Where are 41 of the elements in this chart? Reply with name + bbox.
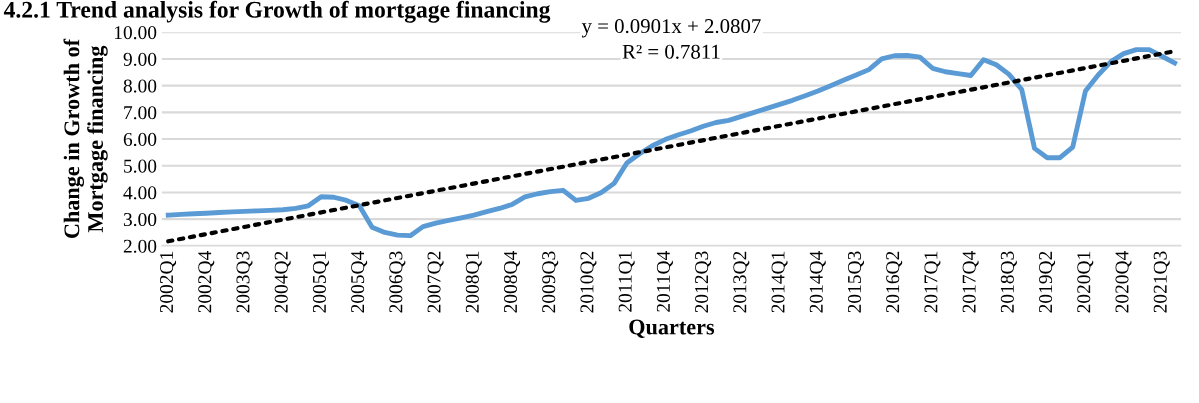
x-tick-label: 2002Q4: [198, 251, 215, 313]
y-tick-label: 3.00: [123, 212, 157, 227]
y-tick-label: 6.00: [123, 132, 157, 147]
x-tick-label: 2006Q3: [389, 251, 406, 313]
x-tick-label: 2010Q2: [580, 251, 597, 313]
y-tick-label: 2.00: [123, 239, 157, 253]
x-tick-label: 2020Q4: [1115, 251, 1132, 313]
x-tick-label: 2005Q1: [312, 251, 329, 313]
x-tick-label: 2011Q1: [618, 251, 635, 312]
x-tick-label: 2008Q1: [465, 251, 482, 313]
y-tick-label: 7.00: [124, 106, 157, 120]
x-tick-label: 2014Q1: [771, 251, 788, 313]
x-tick-label: 2002Q1: [159, 251, 177, 313]
y-tick-label: 8.00: [123, 79, 157, 93]
x-tick-label: 2021Q3: [1153, 251, 1170, 313]
x-tick-label: 2003Q3: [236, 251, 253, 313]
annotation: y = 0.0901x + 2.0807: [581, 19, 761, 38]
x-tick-label: 2016Q2: [886, 251, 903, 313]
x-tick-label: 2019Q2: [1039, 251, 1056, 313]
x-axis-title: Quarters: [629, 319, 715, 338]
x-tick-label: 2005Q4: [351, 251, 368, 313]
x-tick-label: 2018Q3: [1000, 251, 1017, 313]
x-tick-label: 2009Q3: [542, 251, 559, 313]
x-tick-label: 2013Q2: [733, 251, 750, 313]
x-tick-label: 2004Q2: [274, 251, 291, 313]
y-tick-label: 5.00: [124, 159, 157, 173]
y-axis-title: Change in Growth of Mortgage financing: [63, 38, 108, 239]
x-tick-label: 2012Q3: [695, 251, 712, 313]
chart-title: 4.2.1 Trend analysis for Growth of mortgage financing: [3, 0, 551, 23]
x-tick-label: 2007Q2: [427, 251, 444, 313]
y-tick-label: 4.00: [123, 186, 157, 200]
x-tick-label: 2011Q4: [656, 251, 673, 312]
annotation: R² = 0.7811: [622, 44, 720, 59]
x-tick-label: 2008Q4: [503, 251, 521, 313]
y-tick-label: 10.00: [114, 26, 157, 40]
x-tick-label: 2017Q4: [962, 251, 979, 313]
x-tick-label: 2017Q1: [924, 251, 941, 313]
y-tick-label: 9.00: [123, 52, 157, 66]
x-tick-label: 2014Q4: [809, 251, 826, 313]
x-tick-label: 2020Q1: [1077, 251, 1094, 313]
x-tick-label: 2015Q3: [847, 251, 864, 313]
